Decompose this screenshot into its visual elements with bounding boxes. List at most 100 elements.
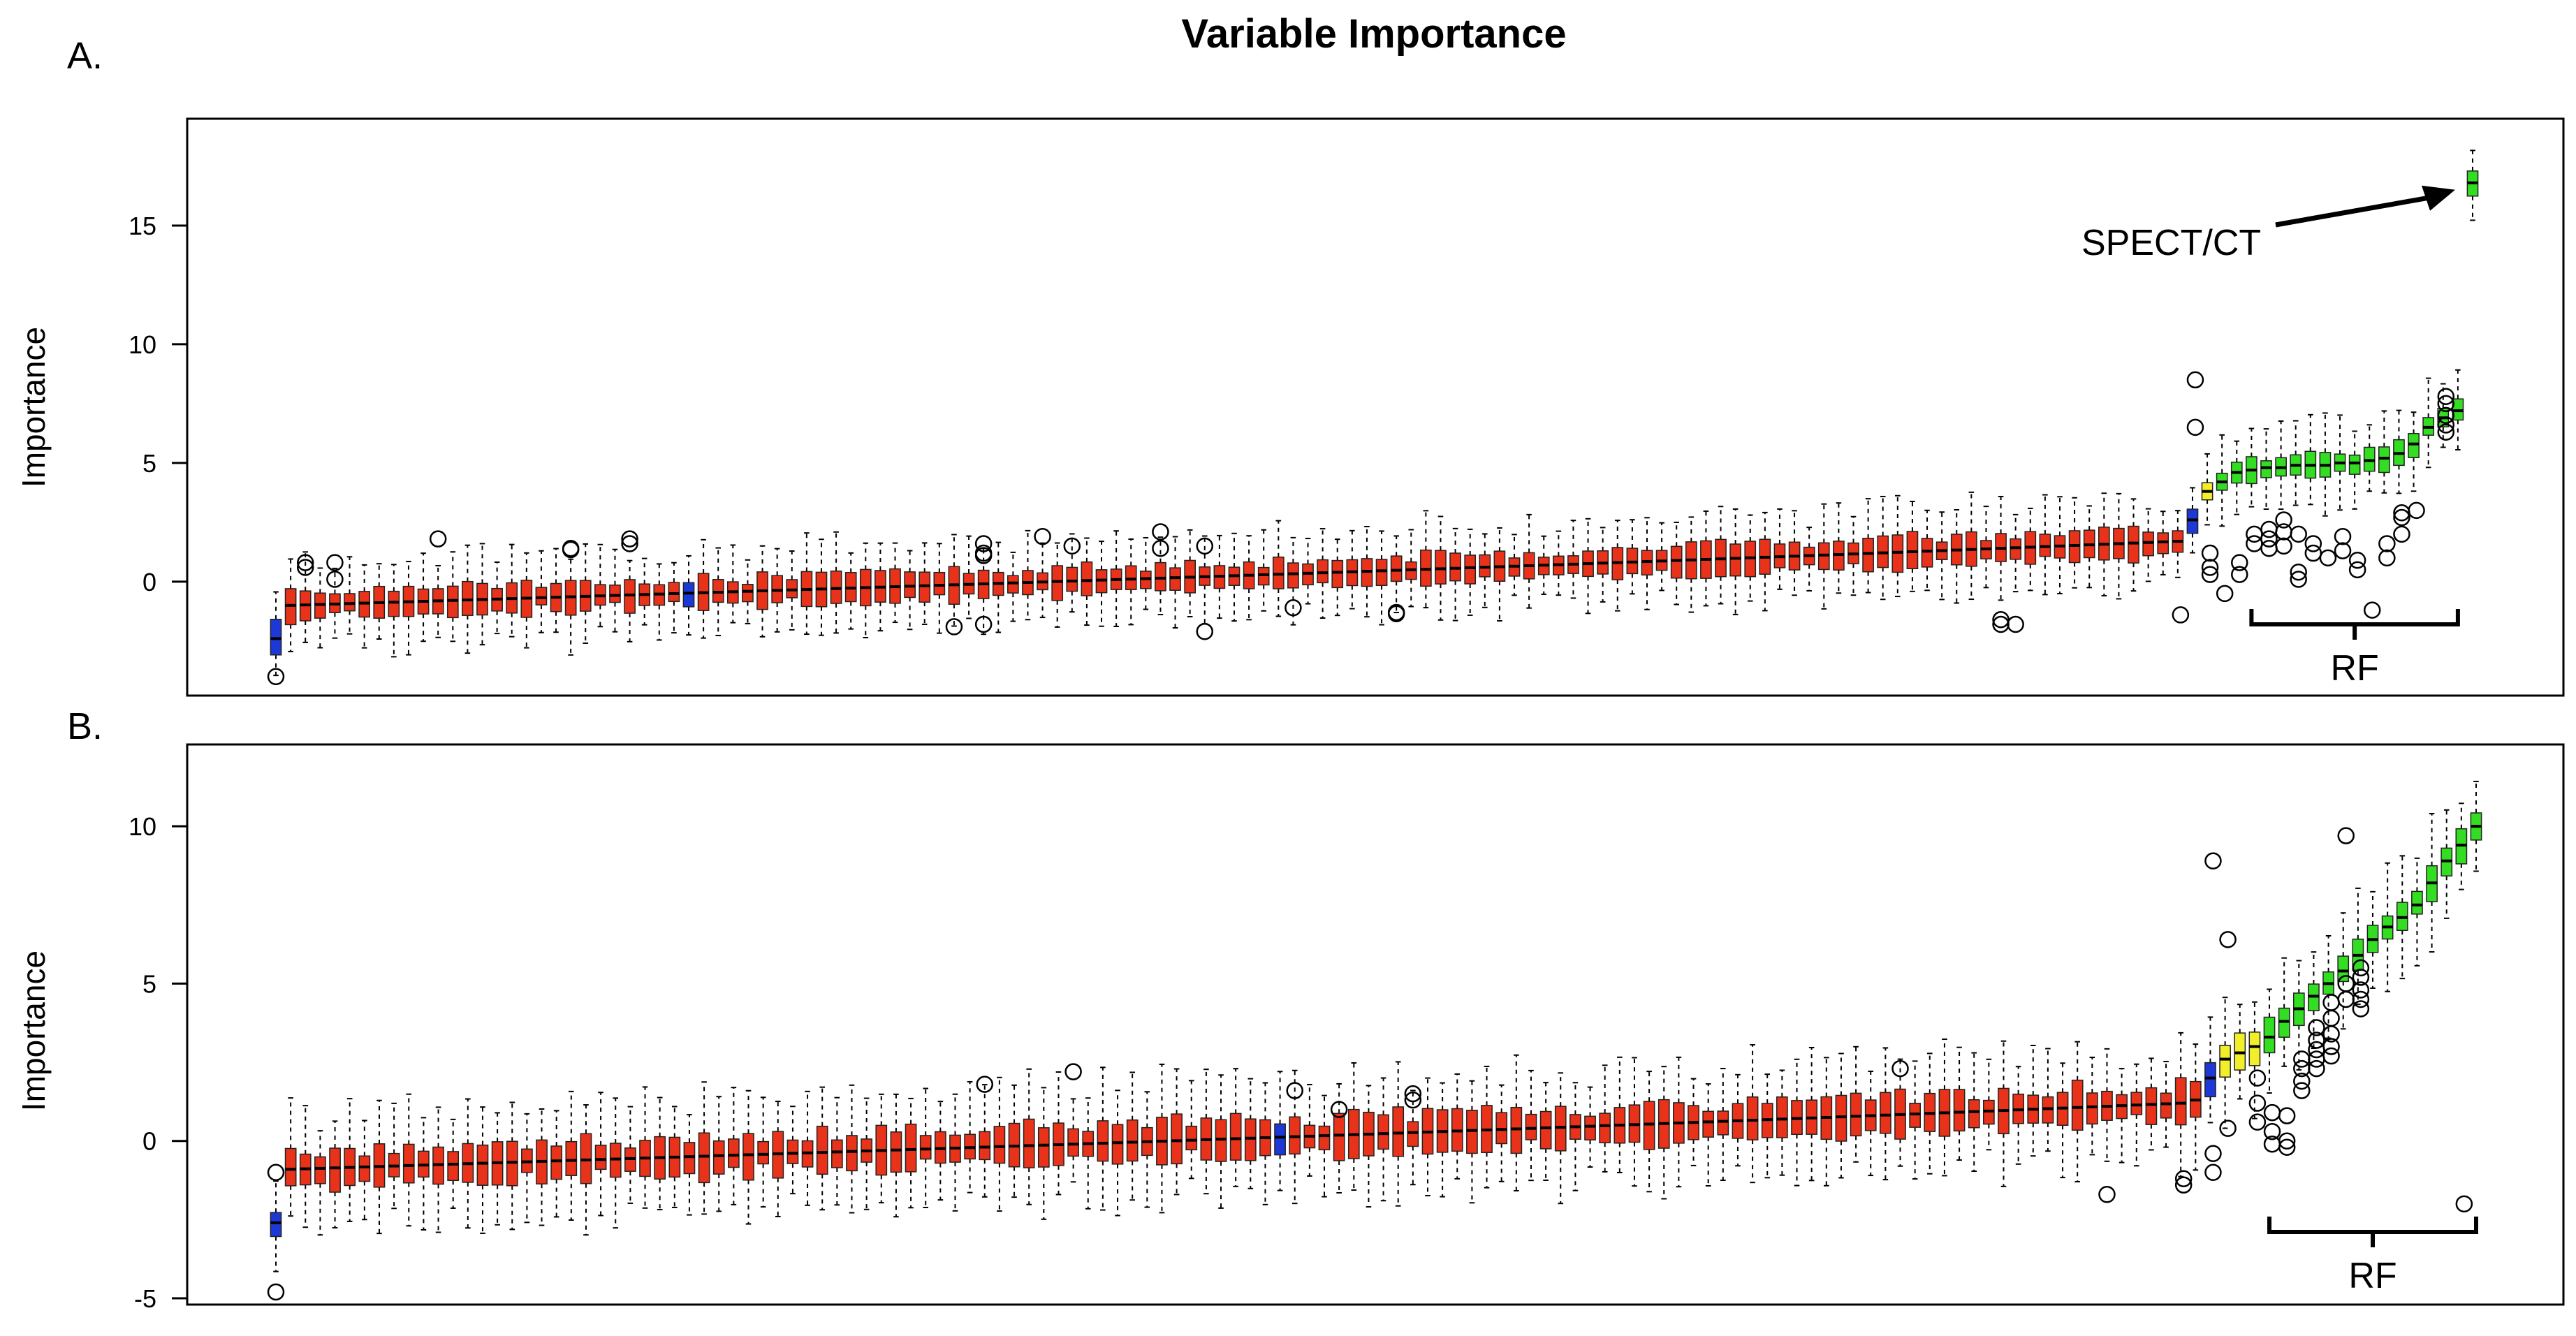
boxplot-item [417,552,430,643]
iqr-box [447,1151,460,1182]
iqr-box [1862,538,1874,573]
iqr-box [1435,550,1447,585]
boxplot-item [506,543,518,638]
outlier-point [2248,1113,2267,1131]
iqr-box [1081,561,1093,596]
boxplot-item [1759,511,1771,612]
outlier-point [2352,981,2370,999]
iqr-box [890,1131,902,1173]
iqr-box [1317,559,1329,584]
y-tick-label: 0 [142,1127,156,1156]
panel-a-y-axis: 0 5 10 15 [129,212,189,596]
rf-label: RF [2330,648,2378,689]
boxplot-item [712,547,724,636]
outlier-point [2278,1138,2296,1156]
outlier-point [2186,371,2204,389]
iqr-box [1392,1106,1405,1157]
boxplot-item [2113,492,2125,600]
outlier-point [296,554,314,571]
outlier-point [2308,1019,2325,1036]
boxplot-item [1817,503,1830,610]
boxplot-item [1481,1066,1493,1189]
iqr-box [1274,1123,1286,1156]
boxplot-item [2337,912,2350,1030]
iqr-box [816,1125,828,1175]
boxplot-item [624,1106,636,1204]
boxplot-item [786,550,798,631]
boxplot-item [2319,412,2332,517]
boxplot-item [373,563,386,640]
outlier-point [2219,931,2237,948]
outlier-point [2437,388,2455,405]
boxplot-item [2234,1004,2246,1100]
boxplot-item [1215,1074,1227,1209]
boxplot-item [1523,513,1535,609]
boxplot-item [1244,1078,1257,1189]
boxplot-item [1363,1085,1375,1208]
boxplot-item [1525,1069,1537,1182]
boxplot-item [933,543,946,634]
boxplot-item [388,564,400,658]
iqr-box [919,1135,932,1160]
boxplot-item [1995,495,2007,601]
boxplot-item [1375,530,1388,626]
boxplot-item [609,1097,622,1229]
outlier-point [2219,1120,2237,1137]
boxplot-item [1968,1052,1980,1173]
boxplot-item [2230,440,2243,515]
outlier-point [2201,559,2219,576]
boxplot-item [2101,1048,2113,1162]
boxplot-item [1776,1069,1788,1176]
boxplot-item [697,538,710,639]
boxplot-item [1655,522,1668,592]
boxplot-item [1508,534,1521,596]
iqr-box [1171,1113,1183,1165]
boxplot-item [668,1106,681,1208]
iqr-box [1066,566,1078,592]
boxplot-item [1125,538,1137,626]
iqr-box [2145,1087,2158,1125]
outlier-point [2308,1041,2325,1059]
boxplot-item [1673,1056,1685,1188]
boxplot-item [2128,498,2139,592]
boxplot-item [1022,529,1034,621]
boxplot-item [654,1096,666,1211]
panel-a-label: A. [67,35,103,77]
boxplot-item [476,543,488,646]
boxplot-item [2470,780,2482,872]
iqr-box [1599,1113,1611,1144]
iqr-box [314,1156,326,1184]
boxplot-item [1229,1068,1242,1187]
boxplot-item [2145,1057,2158,1151]
boxplot-item [1274,1071,1286,1191]
boxplot-item [756,545,768,638]
boxplot-item [1613,1056,1626,1173]
iqr-box [594,1145,607,1170]
boxplot-item [2098,492,2110,597]
boxplot-item [1095,541,1108,627]
boxplot-item [1333,1082,1345,1194]
outlier-point [1891,1059,1909,1078]
boxplot-item [1361,526,1373,618]
boxplot-item [1243,535,1255,621]
boxplot-item [1599,1064,1611,1173]
boxplot-item [2248,1001,2261,1120]
boxplot-item [875,1093,888,1204]
outlier-point [2293,1050,2311,1068]
outlier-point [2260,520,2278,538]
boxplot-item [1097,1066,1109,1211]
boxplot-item [742,559,754,624]
iqr-box [2160,1092,2172,1119]
boxplot-item [830,531,842,634]
boxplot-item [905,1097,917,1209]
iqr-box [1729,543,1741,577]
rf-bracket [2267,1217,2478,1247]
boxplot-item [1643,1071,1655,1193]
iqr-box [270,619,282,656]
boxplot-item [418,1117,430,1231]
outlier-point [2437,406,2455,425]
boxplot-item [373,1099,386,1235]
outlier-point [2248,1069,2267,1087]
iqr-box [1953,1089,1966,1132]
boxplot-item [535,550,548,633]
